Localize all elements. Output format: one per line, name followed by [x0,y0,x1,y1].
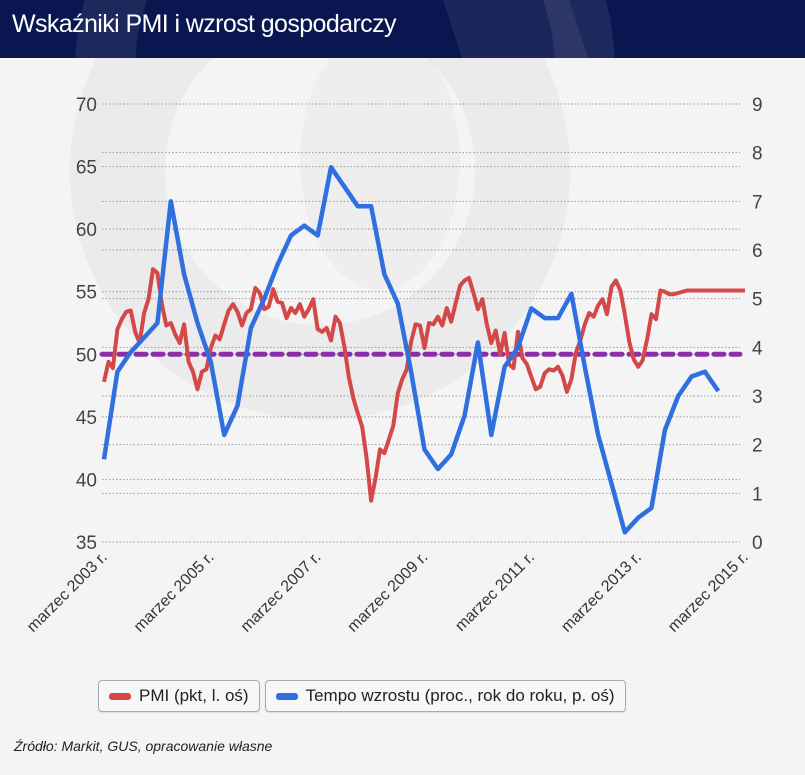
x-tick-label: marzec 2009 r. [344,549,431,636]
gdp-growth-series-line [101,165,721,535]
y-right-tick-label: 6 [752,241,763,262]
x-tick-label: marzec 2015 r. [665,549,752,636]
x-tick-label: marzec 2007 r. [238,549,325,636]
y-axis-right: 0 1 2 3 4 5 6 7 8 9 [752,95,763,554]
legend-label-gdp: Tempo wzrostu (proc., rok do roku, p. oś… [305,686,615,705]
y-right-tick-label: 1 [752,484,763,505]
chart-header: Wskaźniki PMI i wzrost gospodarczy [0,0,805,58]
x-tick-label: marzec 2011 r. [452,549,538,635]
y-left-tick-label: 55 [76,283,97,304]
y-right-tick-label: 0 [752,533,763,554]
y-left-tick-label: 70 [76,95,97,116]
pmi-series-line [102,267,745,503]
legend: PMI (pkt, l. oś) Tempo wzrostu (proc., r… [98,680,626,712]
gridlines [102,103,740,543]
y-left-tick-label: 45 [76,408,97,429]
y-right-tick-label: 3 [752,387,763,408]
chart-title: Wskaźniki PMI i wzrost gospodarczy [12,10,396,38]
legend-item-pmi[interactable]: PMI (pkt, l. oś) [98,680,260,712]
gdp-swatch-icon [275,692,298,700]
legend-label-pmi: PMI (pkt, l. oś) [139,686,249,705]
y-axis-left: 35 40 45 50 55 60 65 70 [76,95,97,554]
x-tick-label: marzec 2013 r. [558,549,645,636]
y-left-tick-label: 60 [76,220,97,241]
y-right-tick-label: 8 [752,144,763,165]
x-axis-labels: marzec 2003 r. marzec 2005 r. marzec 2007 … [24,549,752,636]
header-decoration [75,0,615,58]
y-left-tick-label: 40 [76,470,97,491]
y-left-tick-label: 65 [76,158,97,179]
y-right-tick-label: 5 [752,290,763,311]
x-tick-label: marzec 2005 r. [131,549,218,636]
y-right-tick-label: 7 [752,192,763,213]
y-right-tick-label: 2 [752,436,763,457]
y-right-tick-label: 9 [752,95,763,116]
y-left-tick-label: 35 [76,533,97,554]
legend-item-gdp[interactable]: Tempo wzrostu (proc., rok do roku, p. oś… [264,680,626,712]
source-note: Źródło: Markit, GUS, opracowanie własne [14,738,273,754]
y-left-tick-label: 50 [76,345,97,366]
x-tick-label: marzec 2003 r. [24,549,111,636]
y-right-tick-label: 4 [752,338,763,359]
pmi-swatch-icon [109,692,131,700]
